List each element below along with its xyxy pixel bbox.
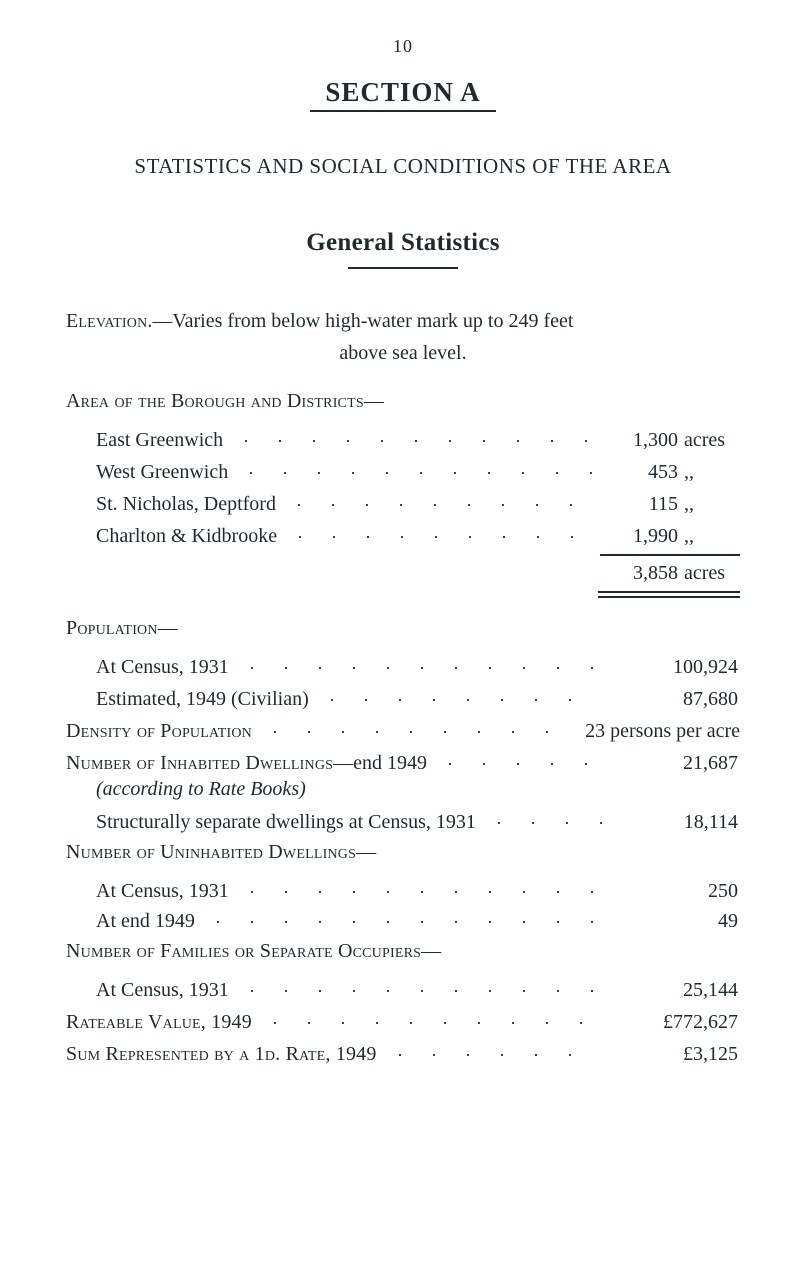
struct-sep-label: Structurally separate dwellings at Censu… xyxy=(66,811,476,834)
area-total-spacer xyxy=(66,562,71,585)
leader-dots xyxy=(201,907,602,927)
leader-dots xyxy=(282,490,598,510)
area-label: St. Nicholas, Deptford xyxy=(66,493,276,516)
rateable-value: £772,627 xyxy=(608,1011,740,1034)
leader-dots xyxy=(482,808,602,828)
uninhabited-row-end1949: At end 1949 49 xyxy=(66,907,740,933)
population-label: At Census, 1931 xyxy=(66,656,229,679)
elevation-label: Elevation xyxy=(66,310,147,332)
area-unit: acres xyxy=(678,429,740,452)
families-value: 25,144 xyxy=(608,979,740,1002)
area-unit-ditto: ,, xyxy=(678,461,740,484)
area-row-west-greenwich: West Greenwich 453 ,, xyxy=(66,458,740,484)
page-number: 10 xyxy=(66,36,740,57)
inhabited-value: 21,687 xyxy=(608,752,740,775)
page: 10 SECTION A STATISTICS AND SOCIAL CONDI… xyxy=(0,0,800,1265)
leader-dots xyxy=(315,685,602,705)
leader-dots xyxy=(229,426,598,446)
leader-dots xyxy=(258,1008,602,1028)
sum-rate-value: £3,125 xyxy=(608,1043,740,1066)
area-row-st-nicholas: St. Nicholas, Deptford 115 ,, xyxy=(66,490,740,516)
area-value: 1,990 xyxy=(604,525,678,548)
area-value: 115 xyxy=(604,493,678,516)
density-value: 23 persons per acre xyxy=(585,720,740,743)
leader-dots xyxy=(383,1040,602,1060)
inhabited-row: Number of Inhabited Dwellings—end 1949 2… xyxy=(66,749,740,775)
population-heading: Population— xyxy=(66,616,740,641)
sum-rate-row: Sum Represented by a 1d. Rate, 1949 £3,1… xyxy=(66,1040,740,1066)
population-value: 87,680 xyxy=(608,688,740,711)
inhabited-note: (according to Rate Books) xyxy=(66,777,740,802)
uninhabited-heading: Number of Uninhabited Dwellings— xyxy=(66,840,740,865)
population-label: Estimated, 1949 (Civilian) xyxy=(66,688,309,711)
section-title-rule xyxy=(310,110,496,112)
area-label: West Greenwich xyxy=(66,461,228,484)
area-value: 1,300 xyxy=(604,429,678,452)
subtitle: STATISTICS AND SOCIAL CONDITIONS OF THE … xyxy=(66,154,740,179)
leader-dots xyxy=(235,877,602,897)
area-unit-ditto: ,, xyxy=(678,525,740,548)
section-title: SECTION A xyxy=(66,77,740,108)
leader-dots xyxy=(258,717,579,737)
area-total-unit: acres xyxy=(678,562,740,585)
leader-dots xyxy=(235,976,602,996)
uninhabited-value: 250 xyxy=(608,880,740,903)
uninhabited-value: 49 xyxy=(608,910,740,933)
area-heading: Area of the Borough and Districts— xyxy=(66,389,740,414)
general-statistics-heading: General Statistics xyxy=(66,229,740,257)
sum-rate-label: Sum Represented by a 1d. Rate, 1949 xyxy=(66,1043,377,1066)
families-heading: Number of Families or Separate Occupiers… xyxy=(66,939,740,964)
elevation-line2: above sea level. xyxy=(66,342,740,365)
general-statistics-rule xyxy=(348,267,458,269)
leader-dots xyxy=(433,749,602,769)
population-row-estimated: Estimated, 1949 (Civilian) 87,680 xyxy=(66,685,740,711)
area-total-row: 3,858 acres xyxy=(66,562,740,585)
rateable-row: Rateable Value, 1949 £772,627 xyxy=(66,1008,740,1034)
area-row-east-greenwich: East Greenwich 1,300 acres xyxy=(66,426,740,452)
area-total-value: 3,858 xyxy=(604,562,678,585)
area-total-dblrule-2 xyxy=(598,596,740,598)
area-row-charlton: Charlton & Kidbrooke 1,990 ,, xyxy=(66,522,740,548)
elevation-paragraph: Elevation.—Varies from below high-water … xyxy=(66,309,740,334)
leader-dots xyxy=(235,653,602,673)
uninhabited-label: At end 1949 xyxy=(66,910,195,933)
leader-dots xyxy=(234,458,598,478)
uninhabited-row-census: At Census, 1931 250 xyxy=(66,877,740,903)
families-row: At Census, 1931 25,144 xyxy=(66,976,740,1002)
population-row-census: At Census, 1931 100,924 xyxy=(66,653,740,679)
inhabited-label-sc: Number of Inhabited Dwellings xyxy=(66,752,333,774)
area-label: East Greenwich xyxy=(66,429,223,452)
area-label: Charlton & Kidbrooke xyxy=(66,525,277,548)
struct-sep-row: Structurally separate dwellings at Censu… xyxy=(66,808,740,834)
population-value: 100,924 xyxy=(608,656,740,679)
area-value: 453 xyxy=(604,461,678,484)
inhabited-label: Number of Inhabited Dwellings—end 1949 xyxy=(66,752,427,775)
uninhabited-label: At Census, 1931 xyxy=(66,880,229,903)
families-label: At Census, 1931 xyxy=(66,979,229,1002)
inhabited-suffix: —end 1949 xyxy=(333,752,427,774)
density-row: Density of Population 23 persons per acr… xyxy=(66,717,740,743)
struct-sep-value: 18,114 xyxy=(608,811,740,834)
leader-dots xyxy=(283,522,598,542)
area-unit-ditto: ,, xyxy=(678,493,740,516)
area-total-dblrule-1 xyxy=(598,591,740,593)
area-sum-rule xyxy=(600,554,740,556)
elevation-line1: .—Varies from below high-water mark up t… xyxy=(147,310,573,332)
rateable-label: Rateable Value, 1949 xyxy=(66,1011,252,1034)
density-label: Density of Population xyxy=(66,720,252,743)
